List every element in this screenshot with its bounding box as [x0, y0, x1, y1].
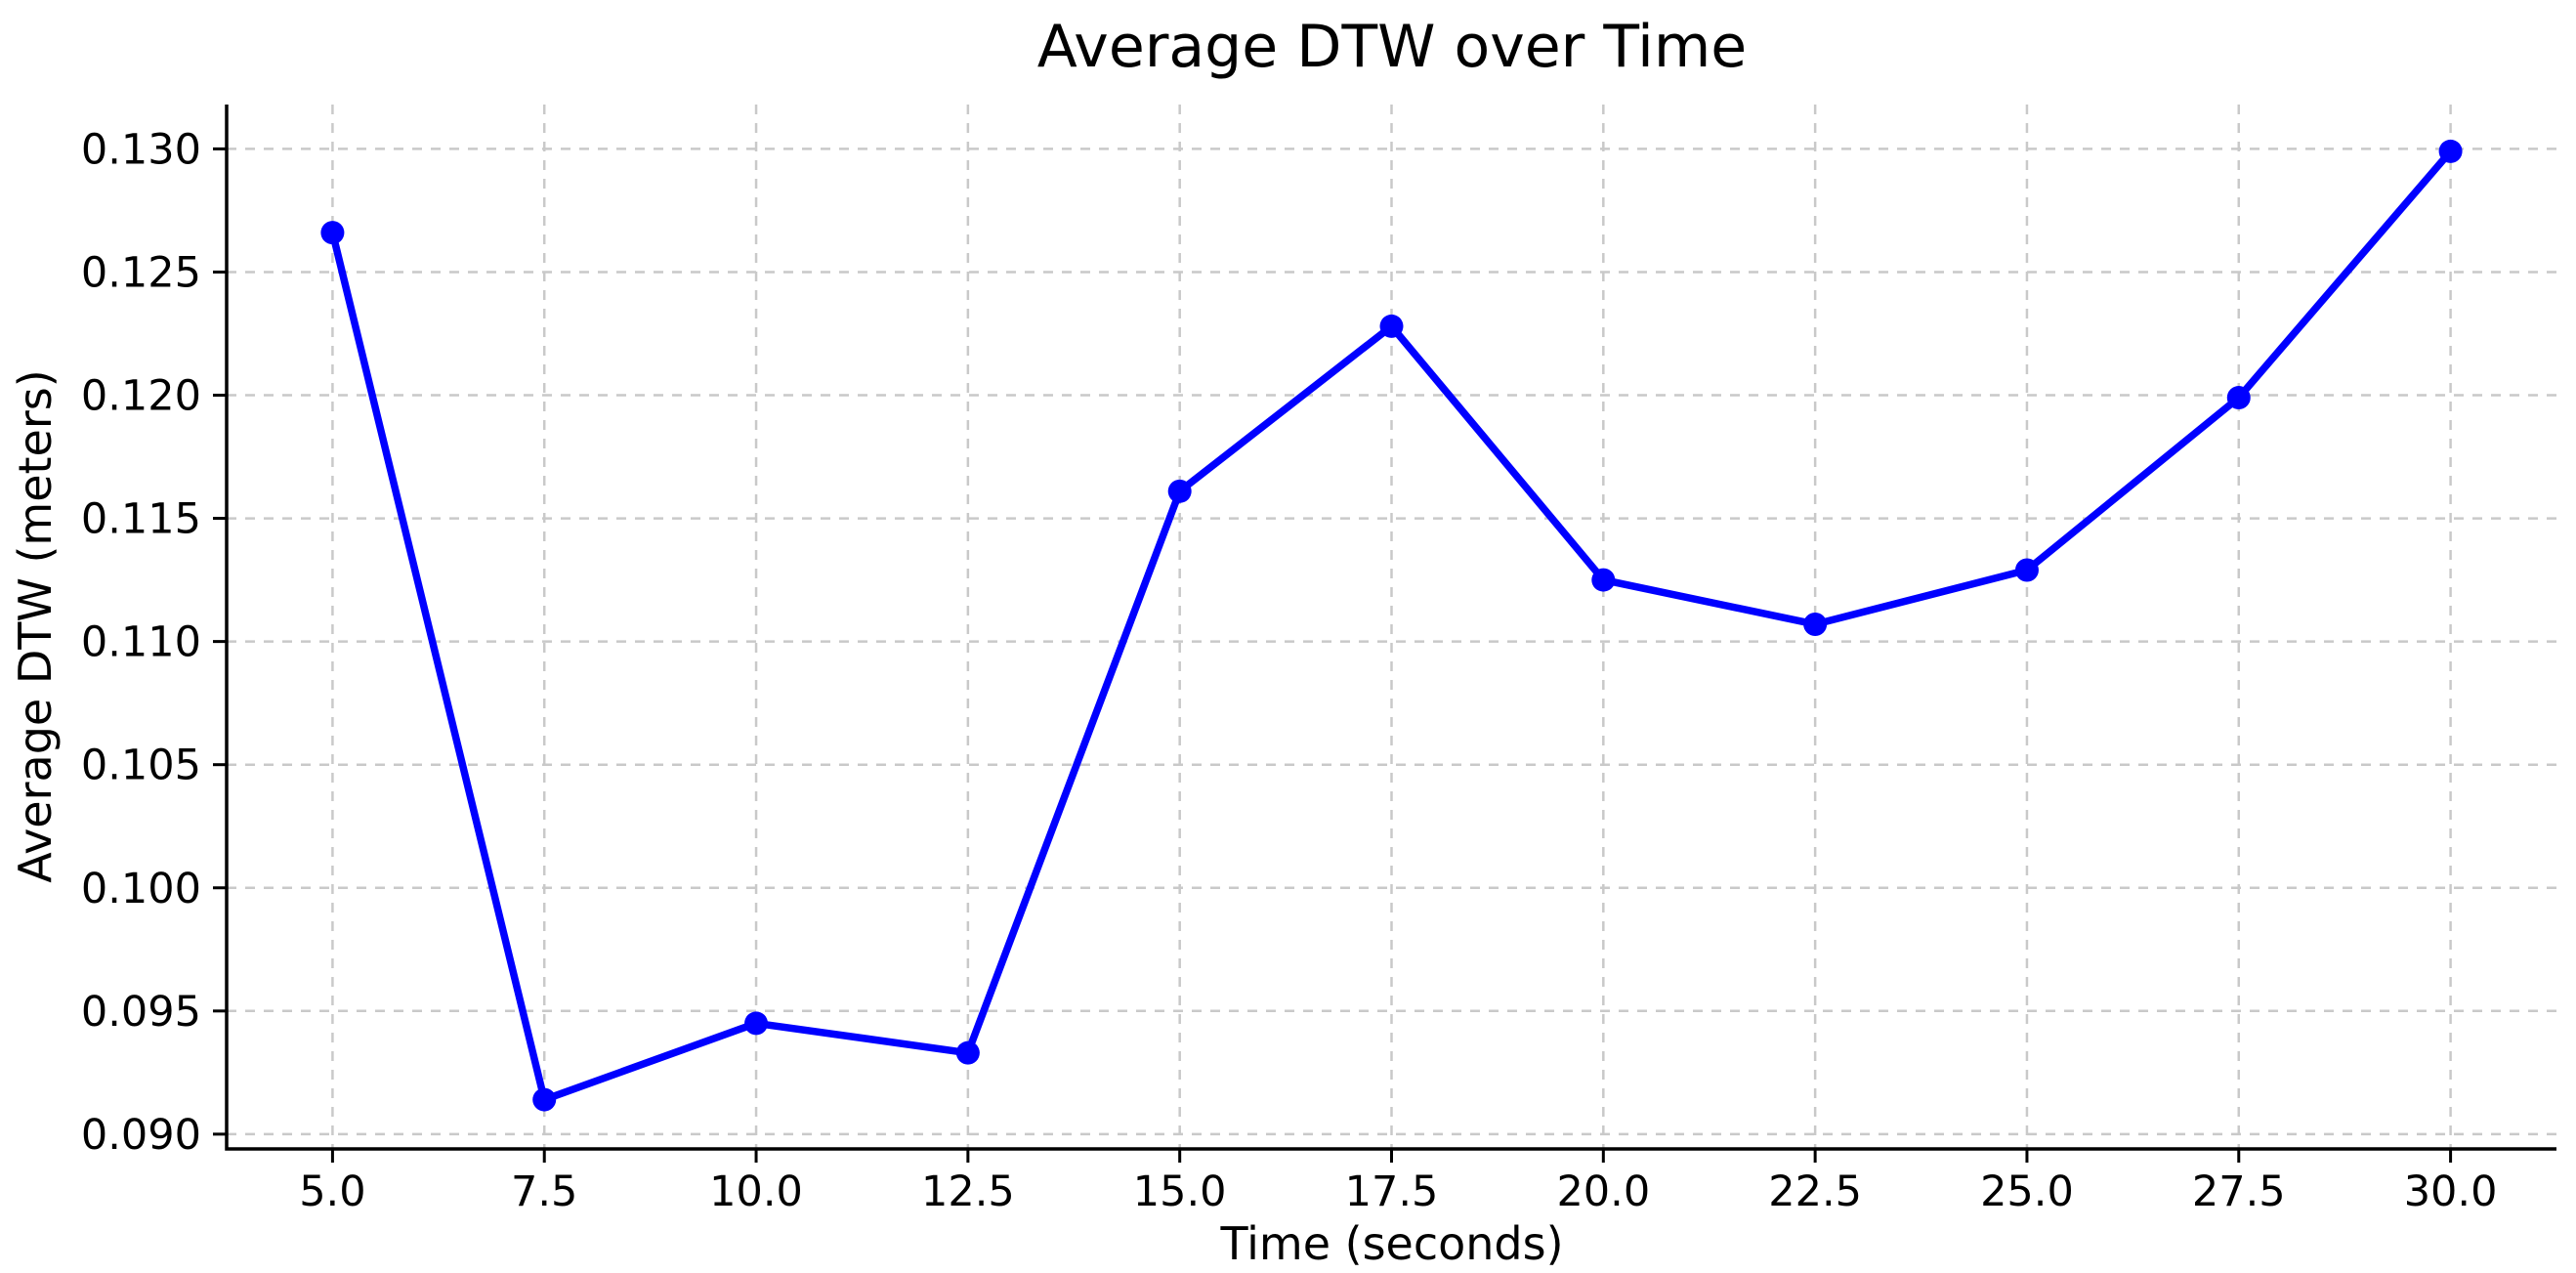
x-tick-label: 22.5	[1768, 1167, 1862, 1216]
data-point-marker	[744, 1011, 769, 1036]
x-tick-label: 12.5	[921, 1167, 1015, 1216]
y-axis-ticks: 0.090 0.095 0.100 0.105 0.110 0.115 0.120 0.125…	[81, 125, 227, 1160]
axes-spines	[225, 105, 2556, 1151]
x-axis-label: Time (seconds)	[1219, 1217, 1563, 1270]
data-point-marker	[532, 1087, 557, 1112]
x-tick-label: 25.0	[1980, 1167, 2074, 1216]
data-point-marker	[1591, 568, 1616, 592]
data-point-marker	[1803, 612, 1828, 636]
x-tick-label: 20.0	[1556, 1167, 1650, 1216]
data-point-markers	[320, 139, 2463, 1112]
data-point-marker	[2014, 558, 2039, 582]
y-tick-label: 0.130	[81, 125, 201, 174]
grid-lines	[227, 105, 2556, 1149]
y-axis-label: Average DTW (meters)	[9, 369, 62, 882]
x-tick-label: 30.0	[2404, 1167, 2498, 1216]
y-tick-label: 0.105	[81, 742, 201, 790]
data-point-marker	[1167, 479, 1192, 503]
data-point-marker	[2438, 139, 2463, 163]
data-point-marker	[955, 1040, 980, 1065]
x-tick-label: 17.5	[1345, 1167, 1439, 1216]
chart-title: Average DTW over Time	[1037, 13, 1747, 81]
y-tick-label: 0.120	[81, 372, 201, 421]
x-tick-label: 10.0	[709, 1167, 803, 1216]
x-tick-label: 15.0	[1133, 1167, 1227, 1216]
x-tick-label: 7.5	[511, 1167, 577, 1216]
y-tick-label: 0.100	[81, 865, 201, 913]
y-tick-label: 0.110	[81, 618, 201, 667]
x-axis-ticks: 5.0 7.5 10.0 12.5 15.0 17.5 20.0 22.5 25.0 27.5 30…	[299, 1149, 2497, 1216]
x-tick-label: 5.0	[299, 1167, 365, 1216]
data-point-marker	[1379, 314, 1404, 338]
y-tick-label: 0.115	[81, 495, 201, 544]
data-series	[320, 139, 2463, 1112]
y-tick-label: 0.095	[81, 988, 201, 1037]
data-point-marker	[2226, 386, 2251, 410]
y-tick-label: 0.090	[81, 1111, 201, 1160]
x-tick-label: 27.5	[2192, 1167, 2286, 1216]
data-point-marker	[320, 221, 345, 245]
y-tick-label: 0.125	[81, 248, 201, 297]
